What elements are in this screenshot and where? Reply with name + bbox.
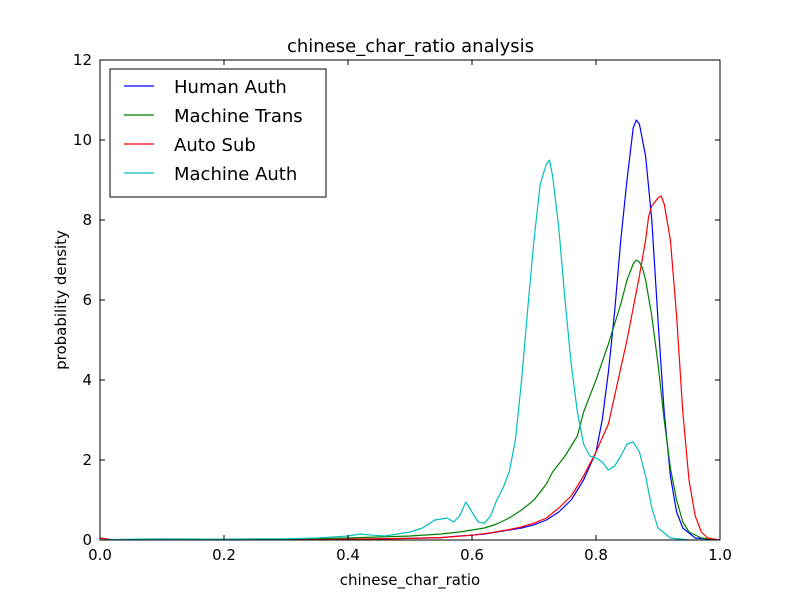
series-line-1 bbox=[100, 259, 720, 540]
y-tick-label: 0 bbox=[82, 531, 92, 549]
y-tick-label: 2 bbox=[82, 451, 92, 469]
legend-label: Human Auth bbox=[174, 77, 287, 98]
chart-title: chinese_char_ratio analysis bbox=[287, 36, 534, 57]
legend-box bbox=[109, 68, 327, 198]
y-tick-label: 12 bbox=[73, 51, 92, 69]
plot-area bbox=[99, 59, 721, 541]
y-tick-label: 10 bbox=[73, 131, 92, 149]
legend-label: Auto Sub bbox=[174, 135, 256, 156]
x-tick-label: 0.8 bbox=[584, 546, 608, 564]
legend-label: Machine Auth bbox=[174, 164, 297, 185]
legend-label: Machine Trans bbox=[174, 106, 303, 127]
x-tick-label: 0.4 bbox=[336, 546, 360, 564]
y-tick-label: 6 bbox=[82, 291, 92, 309]
legend: Human Auth Machine Trans Auto Sub Machine A… bbox=[109, 68, 327, 198]
series-layer bbox=[100, 119, 720, 540]
y-tick-label: 8 bbox=[82, 211, 92, 229]
x-axis: 0.0 0.2 0.4 0.6 0.8 1.0 bbox=[88, 60, 732, 564]
series-line-3 bbox=[100, 159, 720, 540]
y-axis: 0 2 4 6 8 10 12 bbox=[73, 51, 720, 549]
x-tick-label: 0.2 bbox=[212, 546, 236, 564]
series-line-2 bbox=[100, 195, 720, 540]
x-axis-label: chinese_char_ratio bbox=[340, 571, 480, 590]
y-axis-label: probability density bbox=[52, 230, 70, 370]
x-tick-label: 1.0 bbox=[708, 546, 732, 564]
y-tick-label: 4 bbox=[82, 371, 92, 389]
x-tick-label: 0.0 bbox=[88, 546, 112, 564]
x-tick-label: 0.6 bbox=[460, 546, 484, 564]
